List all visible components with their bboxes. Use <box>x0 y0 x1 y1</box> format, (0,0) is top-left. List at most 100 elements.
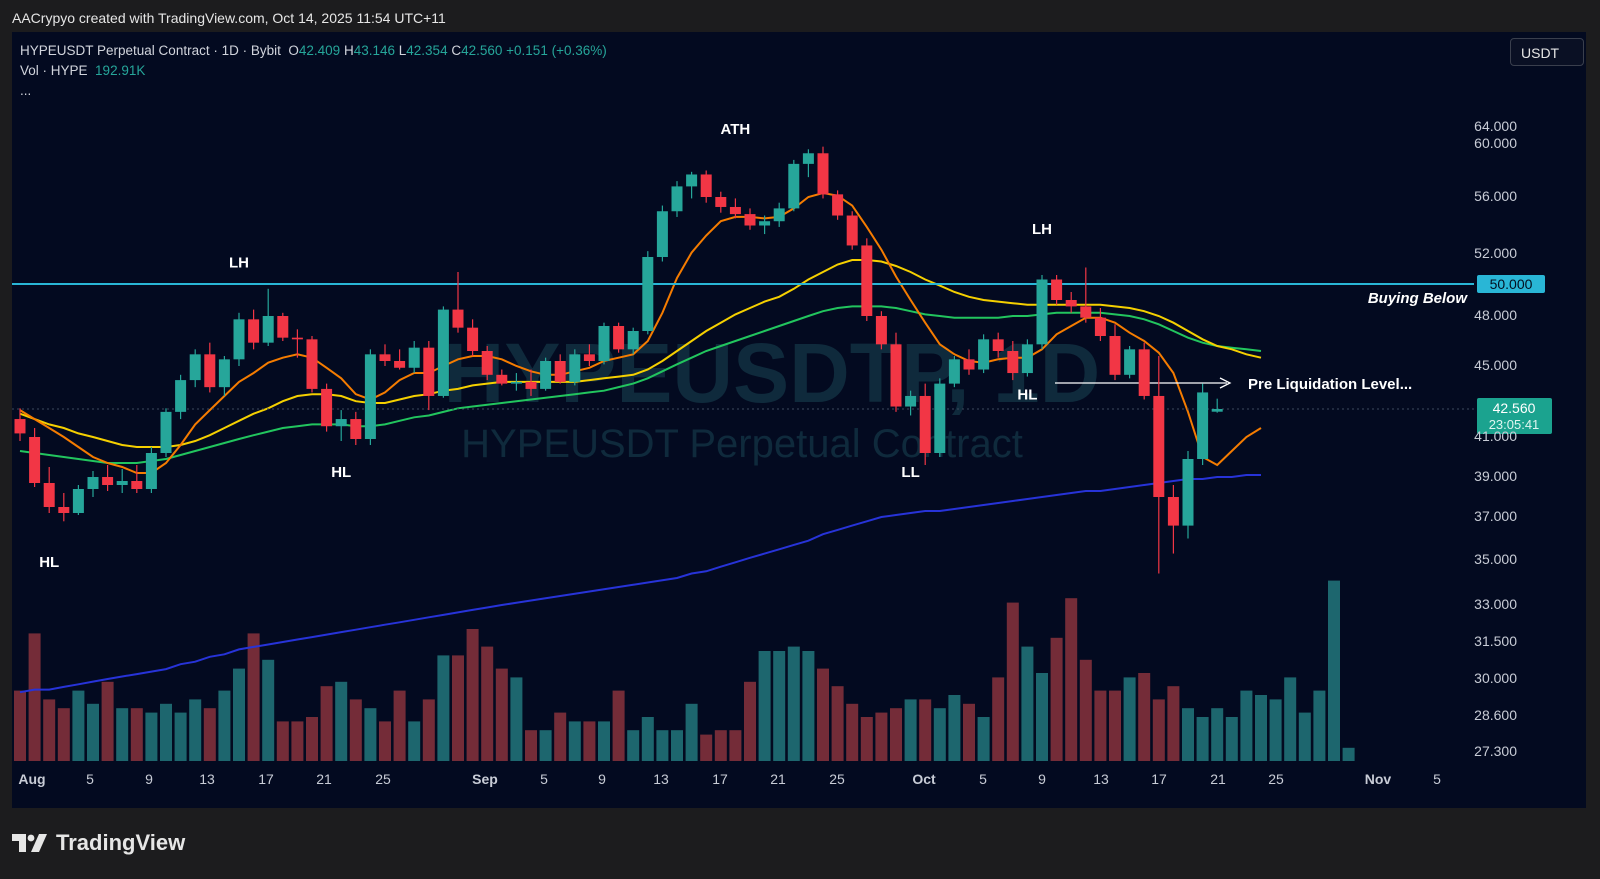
candle-body <box>656 211 668 257</box>
swing-label: ATH <box>721 121 751 138</box>
candle-body <box>788 163 800 209</box>
annotations-layer: HL LH HL ATH LL LH HL <box>39 121 1052 571</box>
volume-bar <box>481 646 494 761</box>
x-tick-label: 13 <box>199 771 215 787</box>
candle-body <box>905 395 917 407</box>
volume-bar <box>452 655 464 761</box>
volume-bar <box>1328 580 1340 761</box>
currency-button[interactable]: USDT <box>1510 38 1584 66</box>
volume-bar <box>977 717 990 761</box>
candle-body <box>277 316 289 338</box>
candle-body <box>408 347 420 368</box>
candle-body <box>1138 349 1150 396</box>
volume-bar <box>174 712 187 761</box>
candle-body <box>248 319 260 343</box>
candle-body <box>846 215 858 246</box>
candle-body <box>1153 395 1165 497</box>
volume-bar <box>802 651 815 761</box>
volume-bar <box>1196 717 1209 761</box>
y-tick-label: 48.000 <box>1474 307 1517 323</box>
x-tick-label: 13 <box>1093 771 1109 787</box>
chart-frame[interactable]: HYPEUSDTP, 1D HYPEUSDT Perpetual Contrac… <box>12 32 1586 808</box>
candle-body <box>1094 317 1106 336</box>
candle-body <box>1197 392 1209 459</box>
volume-bar <box>612 690 625 761</box>
x-tick-label: 13 <box>653 771 669 787</box>
volume-bar <box>28 633 41 761</box>
volume-bar <box>320 686 333 761</box>
open-label: O <box>288 43 299 58</box>
volume-bar <box>744 681 756 761</box>
volume-bar <box>247 633 260 761</box>
candle-body <box>642 257 654 331</box>
candle-body <box>335 419 347 427</box>
y-tick-label: 35.000 <box>1474 551 1517 567</box>
volume-bar <box>306 717 318 761</box>
open-value: 42.409 <box>298 43 341 58</box>
time-axis[interactable]: Aug 5 9 13 17 21 25 Sep 5 9 13 17 21 25 Oct 5 9 13 17 21 25 N… <box>18 771 1441 787</box>
candle-body <box>175 380 187 412</box>
x-tick-label: 17 <box>258 771 274 787</box>
candle-body <box>481 351 493 375</box>
candle-body <box>1167 497 1179 526</box>
candle-body <box>379 354 391 361</box>
candle-body <box>1021 344 1033 374</box>
swing-label: LL <box>901 464 919 481</box>
volume-bar <box>335 681 348 761</box>
volume-bar <box>1079 659 1092 761</box>
y-tick-label: 41.000 <box>1474 428 1517 444</box>
y-tick-label: 27.300 <box>1474 743 1517 759</box>
volume-bar <box>1225 717 1238 761</box>
x-tick-label: 25 <box>1268 771 1284 787</box>
volume-bar <box>57 708 70 761</box>
candle-body <box>1051 279 1063 300</box>
swing-label: LH <box>1032 221 1052 238</box>
publisher-header: AACrypyo created with TradingView.com, O… <box>12 10 446 26</box>
candle-body <box>102 477 114 485</box>
volume-bar <box>379 721 391 761</box>
candle-body <box>218 359 230 388</box>
x-tick-label: Sep <box>472 771 498 787</box>
x-tick-label: Oct <box>912 771 936 787</box>
x-tick-label: 17 <box>1151 771 1167 787</box>
buying-level-tag <box>1477 275 1545 293</box>
candle-body <box>1124 349 1136 375</box>
ma-yellow-line <box>19 259 1262 448</box>
volume-bar <box>671 730 683 761</box>
candle-body <box>875 316 887 345</box>
volume-bar <box>1036 673 1048 761</box>
footer-brand-text: TradingView <box>56 830 186 855</box>
candle-body <box>452 309 464 328</box>
volume-bar <box>233 668 245 761</box>
volume-bar <box>160 703 172 761</box>
high-value: 43.146 <box>353 43 395 58</box>
candle-body <box>773 208 785 222</box>
symbol-label[interactable]: HYPEUSDT Perpetual Contract · 1D · Bybit <box>20 43 281 58</box>
swing-label: HL <box>39 554 59 571</box>
candle-body <box>963 359 975 370</box>
volume-bar <box>948 695 961 761</box>
candle-body <box>145 453 157 489</box>
candle-body <box>29 437 41 483</box>
candle-body <box>160 411 172 453</box>
volume-bar <box>1182 708 1194 761</box>
x-tick-label: 21 <box>316 771 332 787</box>
volume-bar <box>729 730 742 761</box>
legend-more[interactable]: ... <box>20 83 32 98</box>
price-chart[interactable]: HYPEUSDTP, 1D HYPEUSDT Perpetual Contrac… <box>12 32 1586 808</box>
volume-label[interactable]: Vol · HYPE <box>20 63 88 78</box>
y-tick-label: 30.000 <box>1474 670 1517 686</box>
close-label: C <box>451 43 462 58</box>
pre-liq-arrow-head <box>1219 377 1232 389</box>
x-tick-label: 25 <box>375 771 391 787</box>
high-label: H <box>343 43 354 58</box>
volume-bar <box>1109 690 1121 761</box>
volume-bar <box>262 659 275 761</box>
y-tick-label: 52.000 <box>1474 245 1517 261</box>
candle-body <box>204 354 216 388</box>
candle-body <box>540 361 552 389</box>
volume-bar <box>1211 708 1224 761</box>
last-price-tag <box>1477 398 1552 434</box>
